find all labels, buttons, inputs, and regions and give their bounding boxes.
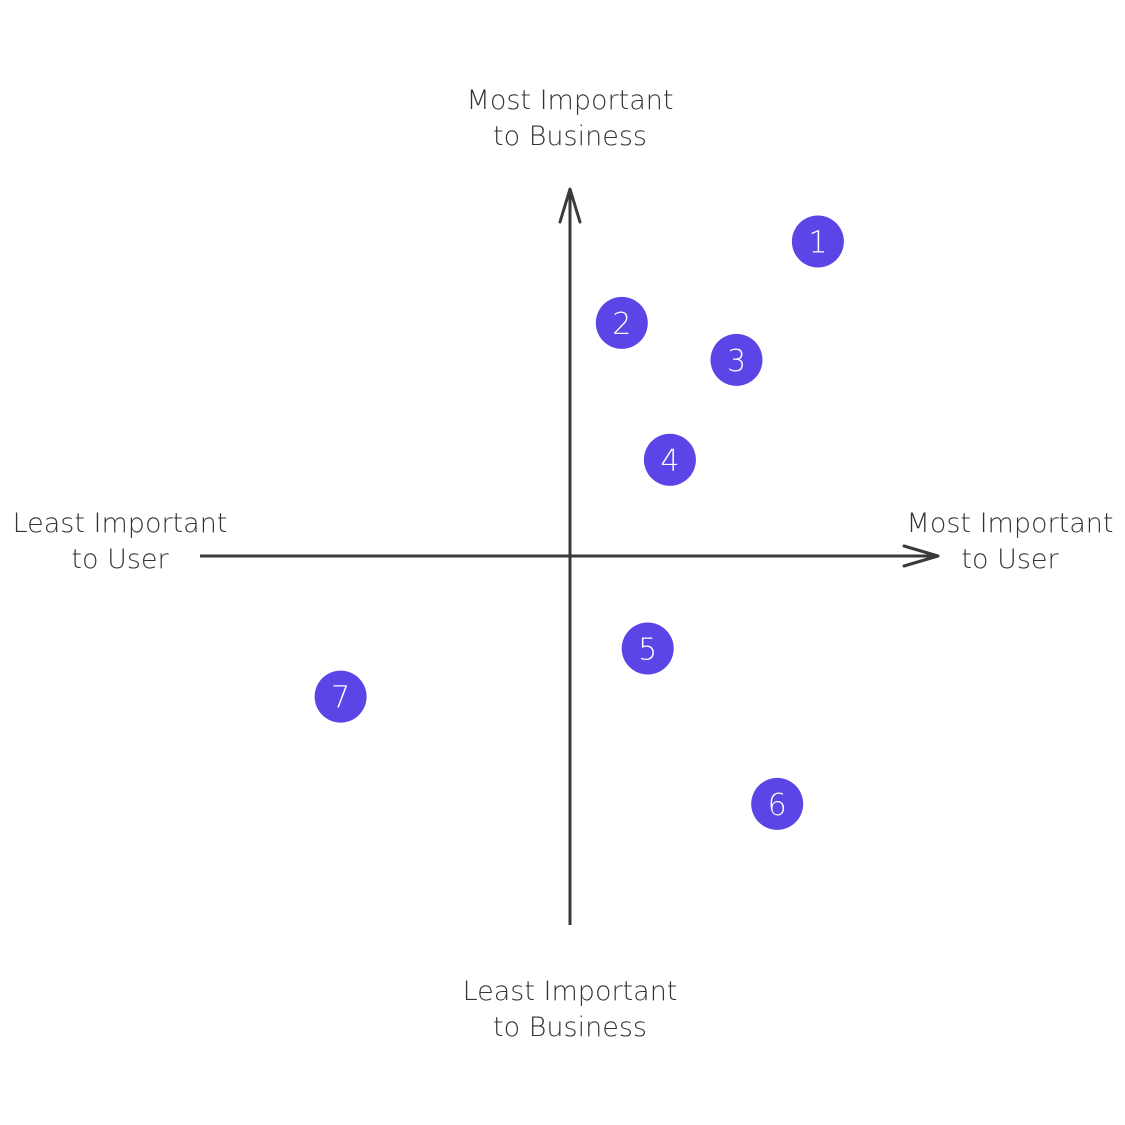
vertical-axis <box>558 187 582 925</box>
marker-7: 7 <box>314 670 367 723</box>
axis-label-top: Most Important to Business <box>420 83 720 155</box>
horizontal-axis <box>200 544 940 568</box>
marker-circle <box>621 622 674 675</box>
marker-label: 4 <box>660 444 679 479</box>
marker-circle <box>314 670 367 723</box>
marker-circle <box>791 215 844 268</box>
marker-5: 5 <box>621 622 674 675</box>
marker-label: 7 <box>331 681 350 716</box>
marker-label: 2 <box>612 307 631 342</box>
marker-label: 5 <box>638 633 657 668</box>
marker-circle <box>595 296 648 349</box>
marker-2: 2 <box>595 296 648 349</box>
marker-1: 1 <box>791 215 844 268</box>
axis-label-right: Most Important to User <box>895 506 1125 578</box>
axis-label-top-line2: to Business <box>493 121 647 152</box>
marker-label: 6 <box>768 788 787 823</box>
marker-label: 1 <box>808 226 827 261</box>
arrow-right-icon <box>902 544 940 568</box>
marker-label: 3 <box>727 344 746 379</box>
marker-circle <box>751 777 804 830</box>
axis-label-top-line1: Most Important <box>466 85 674 116</box>
axis-label-right-line1: Most Important <box>906 508 1114 539</box>
marker-4: 4 <box>643 433 696 486</box>
arrow-up-icon <box>558 187 582 224</box>
axis-label-bottom-line2: to Business <box>493 1012 647 1043</box>
marker-6: 6 <box>751 777 804 830</box>
axis-label-left-line2: to User <box>71 544 169 575</box>
markers: 1 2 3 4 5 6 7 <box>314 215 844 830</box>
marker-3: 3 <box>710 333 763 386</box>
axis-label-left-line1: Least Important <box>12 508 228 539</box>
marker-circle <box>643 433 696 486</box>
axis-label-bottom: Least Important to Business <box>420 974 720 1046</box>
axis-label-bottom-line1: Least Important <box>462 976 678 1007</box>
marker-circle <box>710 333 763 386</box>
axis-label-left: Least Important to User <box>0 506 240 578</box>
axis-label-right-line2: to User <box>961 544 1059 575</box>
